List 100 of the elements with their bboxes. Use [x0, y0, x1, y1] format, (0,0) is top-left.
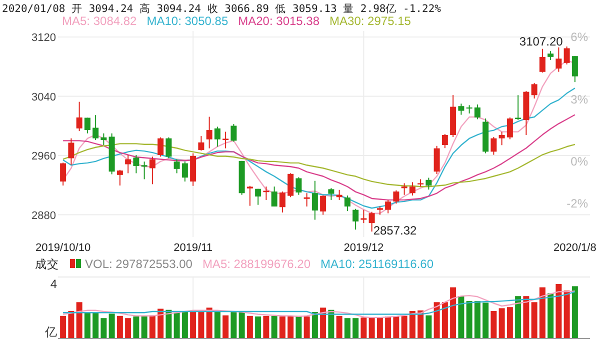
bar	[222, 315, 229, 339]
bar	[344, 318, 350, 339]
candlestick	[304, 192, 310, 207]
candlestick	[531, 82, 538, 99]
candlestick	[125, 154, 132, 174]
bar	[531, 302, 538, 339]
bar	[198, 310, 204, 339]
bar	[263, 316, 270, 339]
bar	[60, 316, 66, 339]
bar	[393, 316, 400, 339]
bar	[539, 287, 546, 339]
candlestick	[198, 136, 204, 152]
bar	[466, 301, 472, 339]
bar	[442, 302, 448, 339]
candlestick	[60, 162, 66, 186]
annotation: 3107.20	[519, 34, 564, 48]
x-tick-label: 2019/11	[174, 242, 213, 254]
bar	[125, 318, 132, 339]
candlestick	[515, 94, 522, 120]
bar	[238, 312, 245, 339]
y-tick-label: 2880	[32, 210, 56, 222]
bar	[206, 308, 212, 339]
bar	[230, 312, 237, 339]
bar	[296, 316, 302, 339]
candlestick	[116, 169, 123, 186]
bar	[523, 296, 530, 339]
bar	[255, 316, 262, 339]
text: 亿	[44, 325, 57, 339]
candlestick	[214, 126, 220, 148]
y-tick-label: 2960	[32, 150, 56, 163]
bar	[458, 296, 464, 339]
legend-label: VOL: 297872553.00	[85, 257, 193, 271]
bar	[498, 308, 505, 339]
candlestick	[288, 172, 294, 198]
candlestick	[401, 182, 408, 196]
y2-tick-label: 0%	[570, 154, 588, 169]
candlestick	[564, 46, 570, 65]
bar	[149, 315, 156, 339]
candlestick	[222, 131, 229, 149]
candlestick	[409, 182, 416, 196]
bar	[133, 316, 140, 339]
candlestick	[100, 132, 107, 146]
bar	[108, 314, 115, 339]
candlestick	[68, 138, 74, 166]
x-tick-label: 2019/12	[344, 242, 384, 254]
bar	[174, 312, 180, 339]
y2-tick-label: 3%	[570, 92, 588, 106]
bar	[100, 318, 107, 339]
bar	[279, 316, 286, 339]
bar	[572, 286, 578, 339]
text: 4	[50, 277, 58, 291]
bar	[564, 290, 570, 339]
bar	[271, 316, 278, 339]
candlestick	[271, 186, 278, 207]
y-tick-label: 3040	[32, 91, 56, 104]
bar	[304, 316, 310, 339]
bar	[556, 284, 562, 339]
annotation: 2857.32	[373, 224, 418, 238]
text: MA30: 2975.15	[330, 14, 412, 28]
bar	[376, 318, 383, 339]
bar	[76, 302, 82, 339]
bar	[182, 312, 188, 339]
bar	[352, 318, 359, 339]
bar	[515, 296, 522, 339]
y2-tick-label: 6%	[570, 30, 588, 44]
bar	[368, 318, 375, 339]
bar	[426, 315, 432, 339]
candlestick	[458, 103, 464, 116]
bar	[474, 301, 480, 339]
candlestick	[572, 56, 578, 83]
bar	[506, 307, 513, 339]
candlestick	[556, 46, 562, 72]
chart-title: 成交	[35, 257, 59, 271]
bar	[246, 316, 253, 339]
text: MA20: 3015.38	[238, 14, 320, 28]
candlestick	[246, 185, 253, 206]
candlestick	[344, 195, 350, 212]
y-tick-label: 3120	[32, 32, 56, 44]
bar	[92, 312, 99, 339]
candlestick	[498, 131, 505, 146]
candlestick	[296, 176, 302, 196]
candlestick	[426, 177, 432, 190]
bar	[360, 318, 367, 339]
candlestick	[92, 114, 99, 141]
candlestick	[141, 161, 148, 180]
candlestick	[368, 211, 375, 232]
text: MA10: 3050.85	[146, 14, 228, 28]
bar	[84, 312, 90, 339]
bar	[385, 316, 392, 339]
candlestick	[312, 180, 318, 220]
candlestick	[255, 188, 262, 206]
candlestick	[76, 101, 82, 132]
candlestick	[352, 208, 359, 230]
candlestick	[133, 154, 140, 174]
bar	[401, 316, 408, 339]
bar	[409, 310, 416, 339]
bar	[434, 302, 440, 339]
bar	[116, 316, 123, 339]
bar	[141, 316, 148, 339]
candlestick	[166, 136, 172, 159]
